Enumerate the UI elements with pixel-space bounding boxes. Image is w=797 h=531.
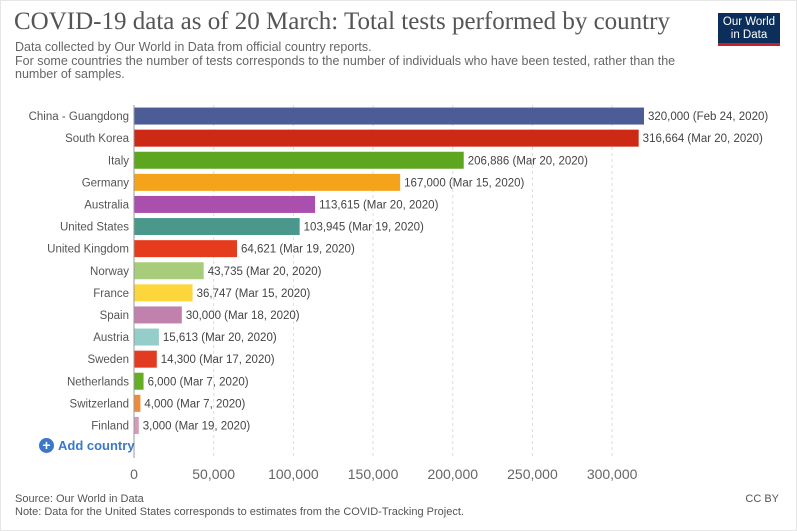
chart-footer: Source: Our World in Data Note: Data for… <box>15 493 464 518</box>
data-label: 320,000 (Feb 24, 2020) <box>648 111 768 123</box>
x-tick-label: 100,000 <box>268 466 319 482</box>
source-text: Source: Our World in Data <box>15 493 144 505</box>
bar <box>134 151 464 169</box>
data-label: 4,000 (Mar 7, 2020) <box>144 398 245 410</box>
category-label: Norway <box>90 266 129 278</box>
bar <box>134 416 139 434</box>
data-label: 316,664 (Mar 20, 2020) <box>643 133 763 145</box>
category-label: Finland <box>91 420 129 432</box>
bar <box>134 306 182 324</box>
plus-icon: + <box>39 438 54 453</box>
category-label: United States <box>60 222 129 234</box>
category-label: South Korea <box>65 133 130 145</box>
bar <box>134 328 159 346</box>
bar <box>134 195 316 213</box>
data-label: 167,000 (Mar 15, 2020) <box>404 177 524 189</box>
data-label: 206,886 (Mar 20, 2020) <box>468 155 588 167</box>
data-label: 36,747 (Mar 15, 2020) <box>197 288 311 300</box>
logo-line-1: Our World <box>722 16 776 28</box>
category-label: United Kingdom <box>47 244 129 256</box>
license-link[interactable]: CC BY <box>745 493 779 505</box>
bar <box>134 350 157 368</box>
chart-subtitle: Data collected by Our World in Data from… <box>15 40 705 82</box>
category-label: Germany <box>82 177 130 189</box>
bar <box>134 240 237 258</box>
subtitle-line-2: For some countries the number of tests c… <box>15 53 676 81</box>
category-label: France <box>93 288 129 300</box>
bar <box>134 107 644 125</box>
data-label: 103,945 (Mar 19, 2020) <box>304 222 424 234</box>
data-label: 15,613 (Mar 20, 2020) <box>163 332 277 344</box>
category-label: Sweden <box>87 354 129 366</box>
bar <box>134 173 401 191</box>
bar <box>134 262 204 280</box>
category-label: Switzerland <box>70 398 129 410</box>
data-label: 64,621 (Mar 19, 2020) <box>241 244 355 256</box>
x-tick-label: 250,000 <box>507 466 558 482</box>
x-tick-label: 50,000 <box>192 466 235 482</box>
category-label: Italy <box>108 155 129 167</box>
logo-line-2: in Data <box>730 29 768 41</box>
bar <box>134 394 141 412</box>
bar <box>134 372 144 390</box>
add-country-button[interactable]: + Add country <box>39 438 135 453</box>
owid-logo[interactable]: Our World in Data <box>718 13 780 46</box>
bar <box>134 284 193 302</box>
note-text: Note: Data for the United States corresp… <box>15 505 464 518</box>
category-label: Netherlands <box>67 376 129 388</box>
x-tick-label: 0 <box>130 466 138 482</box>
x-tick-label: 200,000 <box>427 466 478 482</box>
x-tick-label: 300,000 <box>587 466 638 482</box>
chart-title: COVID-19 data as of 20 March: Total test… <box>14 8 670 35</box>
data-label: 6,000 (Mar 7, 2020) <box>148 376 249 388</box>
bar <box>134 218 300 236</box>
bar <box>134 129 639 147</box>
data-label: 30,000 (Mar 18, 2020) <box>186 310 300 322</box>
category-label: Austria <box>93 332 129 344</box>
data-label: 3,000 (Mar 19, 2020) <box>143 420 251 432</box>
subtitle-line-1: Data collected by Our World in Data from… <box>15 40 372 54</box>
x-tick-label: 150,000 <box>348 466 399 482</box>
category-label: Spain <box>100 310 129 322</box>
category-label: Australia <box>84 199 129 211</box>
category-label: China - Guangdong <box>29 111 129 123</box>
data-label: 113,615 (Mar 20, 2020) <box>319 199 439 211</box>
data-label: 14,300 (Mar 17, 2020) <box>161 354 275 366</box>
add-country-label: Add country <box>58 438 135 453</box>
data-label: 43,735 (Mar 20, 2020) <box>208 266 322 278</box>
